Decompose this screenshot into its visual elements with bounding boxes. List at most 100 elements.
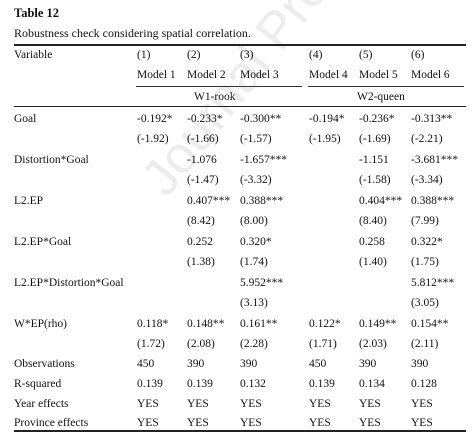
table-cell: -0.233* bbox=[187, 113, 223, 125]
row-label: W*EP(rho) bbox=[14, 318, 68, 330]
row-label: L2.EP bbox=[14, 195, 44, 207]
table-cell: (7.99) bbox=[411, 215, 439, 227]
table-cell: -0.192* bbox=[137, 113, 173, 125]
table-cell: (2.28) bbox=[240, 338, 268, 350]
table-cell: 5.952*** bbox=[240, 277, 284, 289]
row-label: Year effects bbox=[14, 398, 69, 410]
table-cell: (2.03) bbox=[359, 338, 387, 350]
table-cell: (1.72) bbox=[137, 338, 165, 350]
group-rule-w2 bbox=[308, 86, 464, 87]
table-cell: 5.812*** bbox=[411, 277, 455, 289]
table-cell: (-1.92) bbox=[137, 133, 169, 145]
table-cell: 390 bbox=[359, 358, 377, 370]
top-rule bbox=[14, 44, 466, 46]
col-number-5: (5) bbox=[359, 49, 373, 61]
row-label: Distortion*Goal bbox=[14, 154, 89, 166]
table-cell: (8.00) bbox=[240, 215, 268, 227]
table-cell: 0.128 bbox=[411, 378, 437, 390]
table-cell: 0.388*** bbox=[411, 195, 455, 207]
table-cell: 0.134 bbox=[359, 378, 385, 390]
table-cell: 0.122* bbox=[309, 318, 341, 330]
table-cell: (-2.21) bbox=[411, 133, 443, 145]
table-caption: Robustness check considering spatial cor… bbox=[14, 26, 251, 40]
table-cell: (1.40) bbox=[359, 256, 387, 268]
group-rule-w1 bbox=[136, 86, 302, 87]
header-rule bbox=[14, 106, 466, 107]
table-cell: 0.320* bbox=[240, 236, 272, 248]
table-cell: (-1.47) bbox=[187, 174, 219, 186]
table-cell: (1.38) bbox=[187, 256, 215, 268]
table-cell: -0.194* bbox=[309, 113, 345, 125]
row-label: Goal bbox=[14, 113, 37, 125]
col-number-1: (1) bbox=[137, 49, 151, 61]
table-cell: YES bbox=[240, 398, 262, 410]
table-cell: 450 bbox=[137, 358, 155, 370]
table-cell: YES bbox=[187, 398, 209, 410]
table-cell: (-1.57) bbox=[240, 133, 272, 145]
table-cell: -0.300** bbox=[240, 113, 282, 125]
table-cell: 0.139 bbox=[137, 378, 163, 390]
table-cell: YES bbox=[411, 398, 433, 410]
table-cell: -0.313** bbox=[411, 113, 453, 125]
model-label-5: Model 5 bbox=[359, 69, 398, 81]
table-cell: YES bbox=[240, 417, 262, 429]
table-cell: -1.076 bbox=[187, 154, 217, 166]
col-number-2: (2) bbox=[187, 49, 201, 61]
group-label-w2: W2-queen bbox=[357, 91, 405, 103]
table-cell: (2.08) bbox=[187, 338, 215, 350]
table-cell: 0.322* bbox=[411, 236, 443, 248]
model-label-4: Model 4 bbox=[309, 69, 348, 81]
table-cell: (-1.69) bbox=[359, 133, 391, 145]
table-cell: 0.388*** bbox=[240, 195, 284, 207]
table-cell: 450 bbox=[309, 358, 327, 370]
table-cell: YES bbox=[137, 417, 159, 429]
col-number-6: (6) bbox=[411, 49, 425, 61]
col-number-3: (3) bbox=[240, 49, 254, 61]
table-cell: 390 bbox=[240, 358, 258, 370]
model-label-3: Model 3 bbox=[240, 69, 279, 81]
table-cell: (-1.95) bbox=[309, 133, 341, 145]
row-label: Province effects bbox=[14, 417, 89, 429]
table-cell: 0.139 bbox=[309, 378, 335, 390]
row-label: R-squared bbox=[14, 378, 62, 390]
table-cell: (8.40) bbox=[359, 215, 387, 227]
row-label: Observations bbox=[14, 358, 75, 370]
row-label: L2.EP*Distortion*Goal bbox=[14, 277, 124, 289]
table-cell: (2.11) bbox=[411, 338, 439, 350]
group-label-w1: W1-rook bbox=[194, 91, 236, 103]
table-cell: (-3.32) bbox=[240, 174, 272, 186]
table-cell: (-3.34) bbox=[411, 174, 443, 186]
table-cell: YES bbox=[309, 417, 331, 429]
table-cell: 0.252 bbox=[187, 236, 213, 248]
table-cell: 0.404*** bbox=[359, 195, 403, 207]
model-label-2: Model 2 bbox=[187, 69, 226, 81]
model-label-1: Model 1 bbox=[137, 69, 176, 81]
table-cell: 0.149** bbox=[359, 318, 397, 330]
table-cell: 0.132 bbox=[240, 378, 266, 390]
table-cell: 0.148** bbox=[187, 318, 225, 330]
table-cell: YES bbox=[187, 417, 209, 429]
model-label-6: Model 6 bbox=[411, 69, 450, 81]
table-cell: (8.42) bbox=[187, 215, 215, 227]
table-cell: (-1.66) bbox=[187, 133, 219, 145]
table-cell: 0.139 bbox=[187, 378, 213, 390]
col-number-4: (4) bbox=[309, 49, 323, 61]
table-title: Table 12 bbox=[14, 6, 60, 20]
variable-header: Variable bbox=[14, 49, 53, 61]
table-cell: 0.258 bbox=[359, 236, 385, 248]
table-cell: (1.74) bbox=[240, 256, 268, 268]
bottom-rule bbox=[14, 430, 466, 432]
row-label: L2.EP*Goal bbox=[14, 236, 72, 248]
table-cell: YES bbox=[359, 398, 381, 410]
table-cell: 0.118* bbox=[137, 318, 169, 330]
table-cell: YES bbox=[137, 398, 159, 410]
table-cell: YES bbox=[359, 417, 381, 429]
table-cell: (3.13) bbox=[240, 297, 268, 309]
table-cell: 0.154** bbox=[411, 318, 449, 330]
table-cell: (-1.58) bbox=[359, 174, 391, 186]
table-cell: (1.71) bbox=[309, 338, 337, 350]
table-cell: 0.407*** bbox=[187, 195, 231, 207]
table-cell: (3.05) bbox=[411, 297, 439, 309]
table-cell: -0.236* bbox=[359, 113, 395, 125]
table-cell: YES bbox=[411, 417, 433, 429]
